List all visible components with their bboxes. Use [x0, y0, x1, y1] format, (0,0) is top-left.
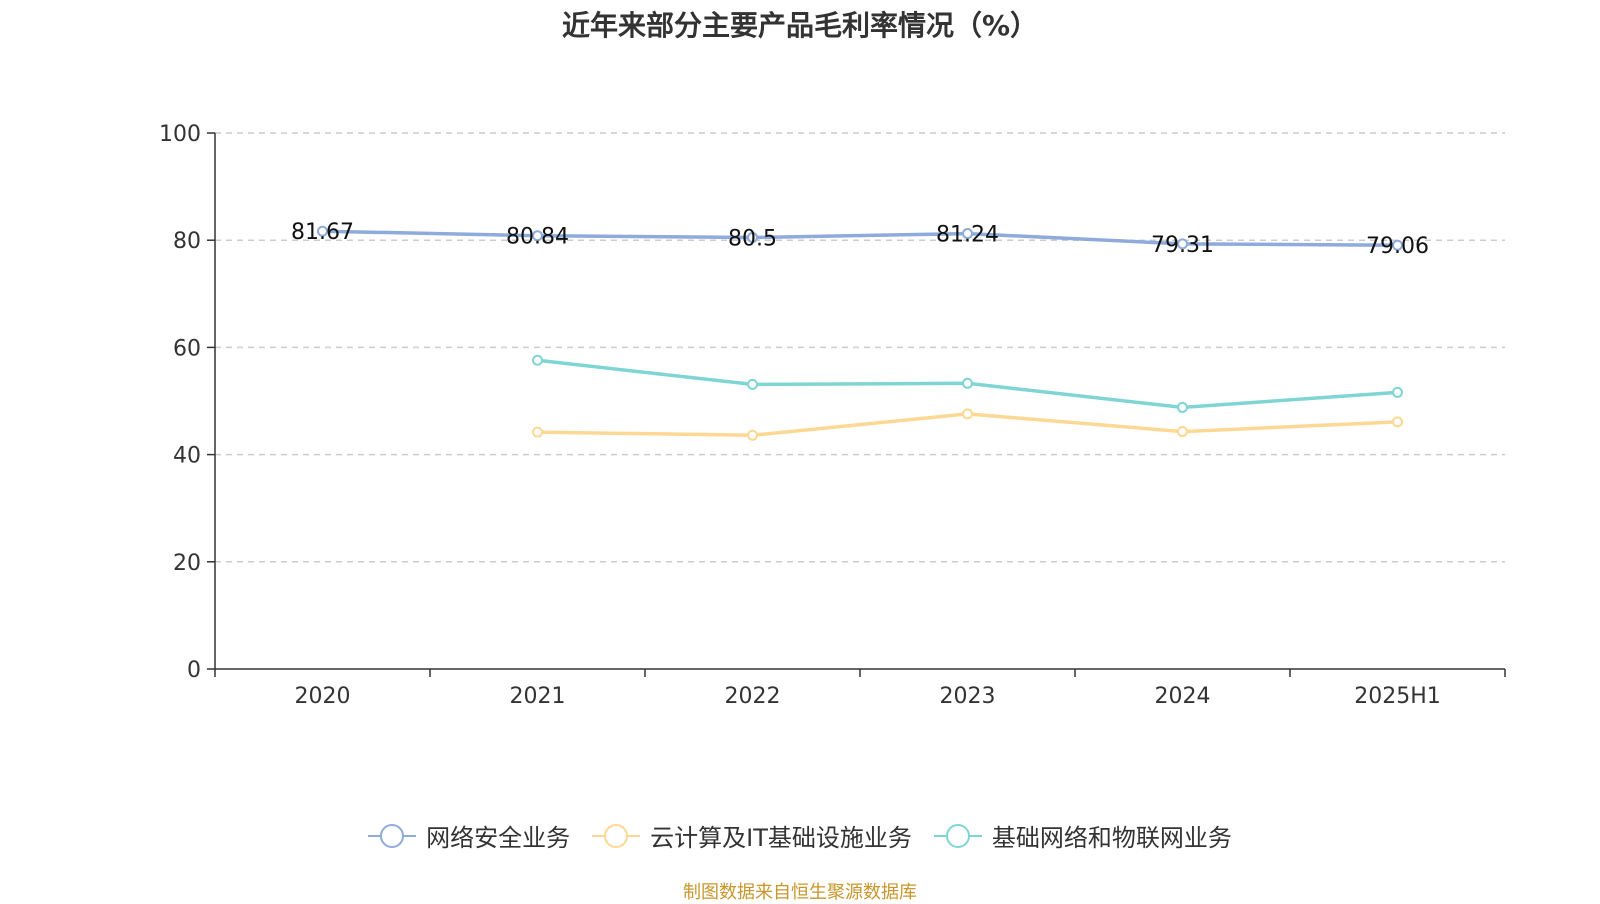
- legend-label: 基础网络和物联网业务: [991, 824, 1232, 852]
- data-point: [1177, 401, 1188, 413]
- data-point: [1392, 386, 1403, 398]
- x-tick-label: 2021: [510, 684, 566, 709]
- data-label: 80.84: [506, 225, 569, 250]
- data-point: [962, 228, 973, 240]
- y-tick-label: 0: [187, 658, 201, 683]
- data-label: 81.67: [291, 220, 354, 245]
- grid-lines: [215, 132, 1505, 563]
- x-tick-label: 2024: [1155, 684, 1211, 709]
- data-point: [532, 354, 543, 366]
- data-point: [747, 429, 758, 441]
- legend-marker: [368, 823, 417, 848]
- data-point: [1177, 238, 1188, 250]
- y-tick-label: 100: [159, 122, 201, 147]
- data-point: [532, 230, 543, 242]
- source-note: 制图数据来自恒生聚源数据库: [683, 882, 917, 903]
- chart-title: 近年来部分主要产品毛利率情况（%）: [561, 9, 1039, 42]
- data-point: [1392, 239, 1403, 251]
- data-point: [1177, 426, 1188, 438]
- data-point: [747, 378, 758, 390]
- axes: 0 20 40 60 80 100 2020 2021 2022 2023 2024 2025H1: [159, 122, 1506, 709]
- data-point: [317, 225, 328, 237]
- legend-item-cloud-it[interactable]: 云计算及IT基础设施业务: [592, 818, 912, 853]
- data-point: [532, 426, 543, 438]
- y-tick-label: 20: [173, 551, 201, 576]
- data-point: [962, 408, 973, 420]
- legend-marker: [592, 823, 641, 848]
- data-labels: 81.67 80.84 80.5 81.24 79.31 79.06: [291, 220, 1429, 259]
- series-line-0: [322, 229, 1398, 247]
- x-tick-label: 2022: [725, 684, 781, 709]
- data-point: [1392, 416, 1403, 428]
- y-tick-label: 60: [173, 336, 201, 361]
- y-tick-label: 40: [173, 444, 201, 469]
- series-lines: [317, 225, 1403, 441]
- legend-item-network-iot[interactable]: 基础网络和物联网业务: [933, 818, 1232, 853]
- data-label: 79.31: [1151, 233, 1214, 258]
- x-tick-label: 2025H1: [1354, 684, 1441, 709]
- data-label: 79.06: [1366, 234, 1429, 259]
- data-point: [747, 232, 758, 244]
- legend: 网络安全业务 云计算及IT基础设施业务 基础网络和物联网业务: [0, 818, 1600, 853]
- x-tick-label: 2023: [940, 684, 996, 709]
- legend-marker: [933, 823, 982, 848]
- data-point: [962, 377, 973, 389]
- legend-label: 网络安全业务: [426, 824, 571, 852]
- data-label: 81.24: [936, 223, 999, 248]
- y-tick-label: 80: [173, 229, 201, 254]
- legend-label: 云计算及IT基础设施业务: [650, 824, 912, 852]
- legend-item-network-security[interactable]: 网络安全业务: [368, 818, 570, 853]
- data-label: 80.5: [728, 227, 777, 252]
- x-tick-label: 2020: [295, 684, 351, 709]
